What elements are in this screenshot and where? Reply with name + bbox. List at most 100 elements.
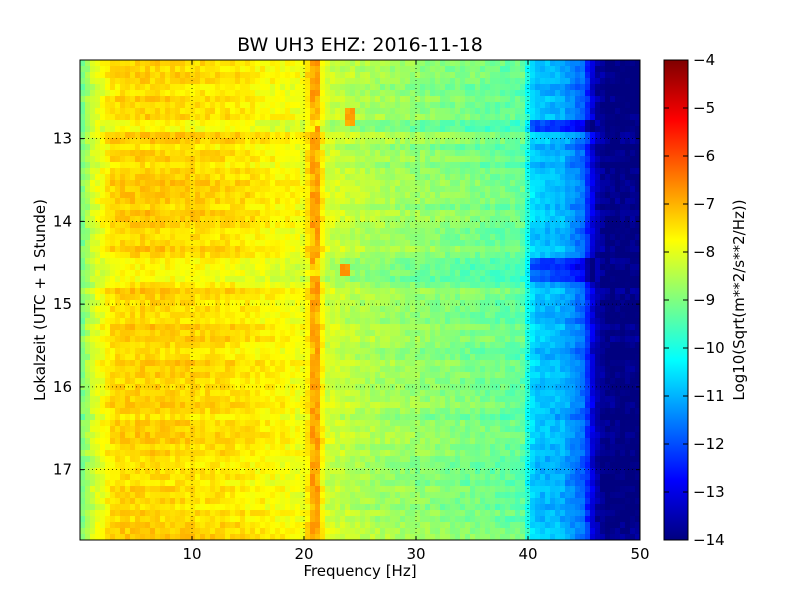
heatmap-cell <box>115 324 121 331</box>
heatmap-cell <box>305 126 311 133</box>
heatmap-cell <box>360 252 366 259</box>
heatmap-cell <box>500 240 506 247</box>
heatmap-cell <box>605 84 611 91</box>
heatmap-cell <box>405 108 411 115</box>
heatmap-cell <box>430 126 436 133</box>
heatmap-cell <box>635 210 640 217</box>
heatmap-cell <box>155 120 161 127</box>
heatmap-cell <box>455 222 461 229</box>
heatmap-cell <box>340 78 346 85</box>
heatmap-cell <box>100 180 106 187</box>
heatmap-cell <box>565 198 571 205</box>
heatmap-cell <box>540 216 546 223</box>
heatmap-cell <box>355 72 361 79</box>
heatmap-cell <box>305 264 311 271</box>
heatmap-cell <box>295 192 301 199</box>
heatmap-cell <box>565 216 571 223</box>
heatmap-cell <box>460 198 466 205</box>
heatmap-cell <box>515 150 521 157</box>
heatmap-cell <box>295 174 301 181</box>
heatmap-cell <box>390 138 396 145</box>
heatmap-cell <box>100 234 106 241</box>
heatmap-cell <box>230 216 236 223</box>
heatmap-cell <box>120 264 126 271</box>
heatmap-cell <box>385 138 391 145</box>
heatmap-cell <box>155 150 161 157</box>
heatmap-cell <box>125 120 131 127</box>
heatmap-cell <box>270 78 276 85</box>
heatmap-cell <box>425 180 431 187</box>
heatmap-cell <box>635 66 640 73</box>
heatmap-cell <box>355 192 361 199</box>
heatmap-cell <box>110 264 116 271</box>
heatmap-cell <box>445 90 451 97</box>
heatmap-cell <box>220 300 226 307</box>
heatmap-cell <box>585 252 591 259</box>
heatmap-cell <box>225 288 231 295</box>
heatmap-cell <box>290 102 296 109</box>
heatmap-cell <box>250 78 256 85</box>
heatmap-cell <box>235 240 241 247</box>
heatmap-cell <box>595 276 601 283</box>
heatmap-cell <box>395 138 401 145</box>
heatmap-cell <box>365 294 371 301</box>
heatmap-cell <box>415 126 421 133</box>
heatmap-cell <box>335 324 341 331</box>
heatmap-cell <box>265 276 271 283</box>
heatmap-cell <box>580 258 586 265</box>
heatmap-cell <box>235 252 241 259</box>
heatmap-cell <box>240 210 246 217</box>
heatmap-cell <box>340 162 346 169</box>
heatmap-cell <box>285 174 291 181</box>
heatmap-cell <box>255 204 261 211</box>
heatmap-cell <box>345 318 351 325</box>
heatmap-cell <box>585 168 591 175</box>
heatmap-cell <box>285 234 291 241</box>
heatmap-cell <box>600 114 606 121</box>
heatmap-cell <box>425 78 431 85</box>
heatmap-cell <box>405 228 411 235</box>
heatmap-cell <box>155 126 161 133</box>
heatmap-cell <box>155 144 161 151</box>
heatmap-cell <box>305 258 311 265</box>
heatmap-cell <box>470 228 476 235</box>
heatmap-cell <box>165 180 171 187</box>
heatmap-cell <box>130 318 136 325</box>
heatmap-cell <box>295 306 301 313</box>
heatmap-cell <box>230 138 236 145</box>
heatmap-cell <box>500 300 506 307</box>
heatmap-cell <box>220 288 226 295</box>
heatmap-cell <box>425 168 431 175</box>
heatmap-cell <box>330 252 336 259</box>
heatmap-cell <box>355 60 361 67</box>
heatmap-cell <box>140 294 146 301</box>
heatmap-cell <box>620 306 626 313</box>
heatmap-cell <box>125 192 131 199</box>
heatmap-cell <box>375 240 381 247</box>
heatmap-cell <box>400 168 406 175</box>
heatmap-cell <box>220 162 226 169</box>
heatmap-cell <box>460 282 466 289</box>
heatmap-cell <box>445 132 451 139</box>
heatmap-cell <box>90 192 96 199</box>
heatmap-cell <box>480 222 486 229</box>
heatmap-cell <box>615 240 621 247</box>
heatmap-cell <box>305 108 311 115</box>
heatmap-cell <box>605 120 611 127</box>
heatmap-cell <box>470 186 476 193</box>
heatmap-cell <box>210 216 216 223</box>
heatmap-cell <box>245 192 251 199</box>
heatmap-cell <box>525 228 531 235</box>
heatmap-cell <box>215 198 221 205</box>
heatmap-cell <box>535 108 541 115</box>
heatmap-cell <box>585 102 591 109</box>
heatmap-cell <box>350 156 356 163</box>
heatmap-cell <box>595 96 601 103</box>
heatmap-cell <box>525 294 531 301</box>
heatmap-cell <box>215 150 221 157</box>
heatmap-cell <box>630 132 636 139</box>
heatmap-cell <box>235 210 241 217</box>
heatmap-cell <box>245 66 251 73</box>
heatmap-cell <box>215 96 221 103</box>
heatmap-cell <box>210 210 216 217</box>
